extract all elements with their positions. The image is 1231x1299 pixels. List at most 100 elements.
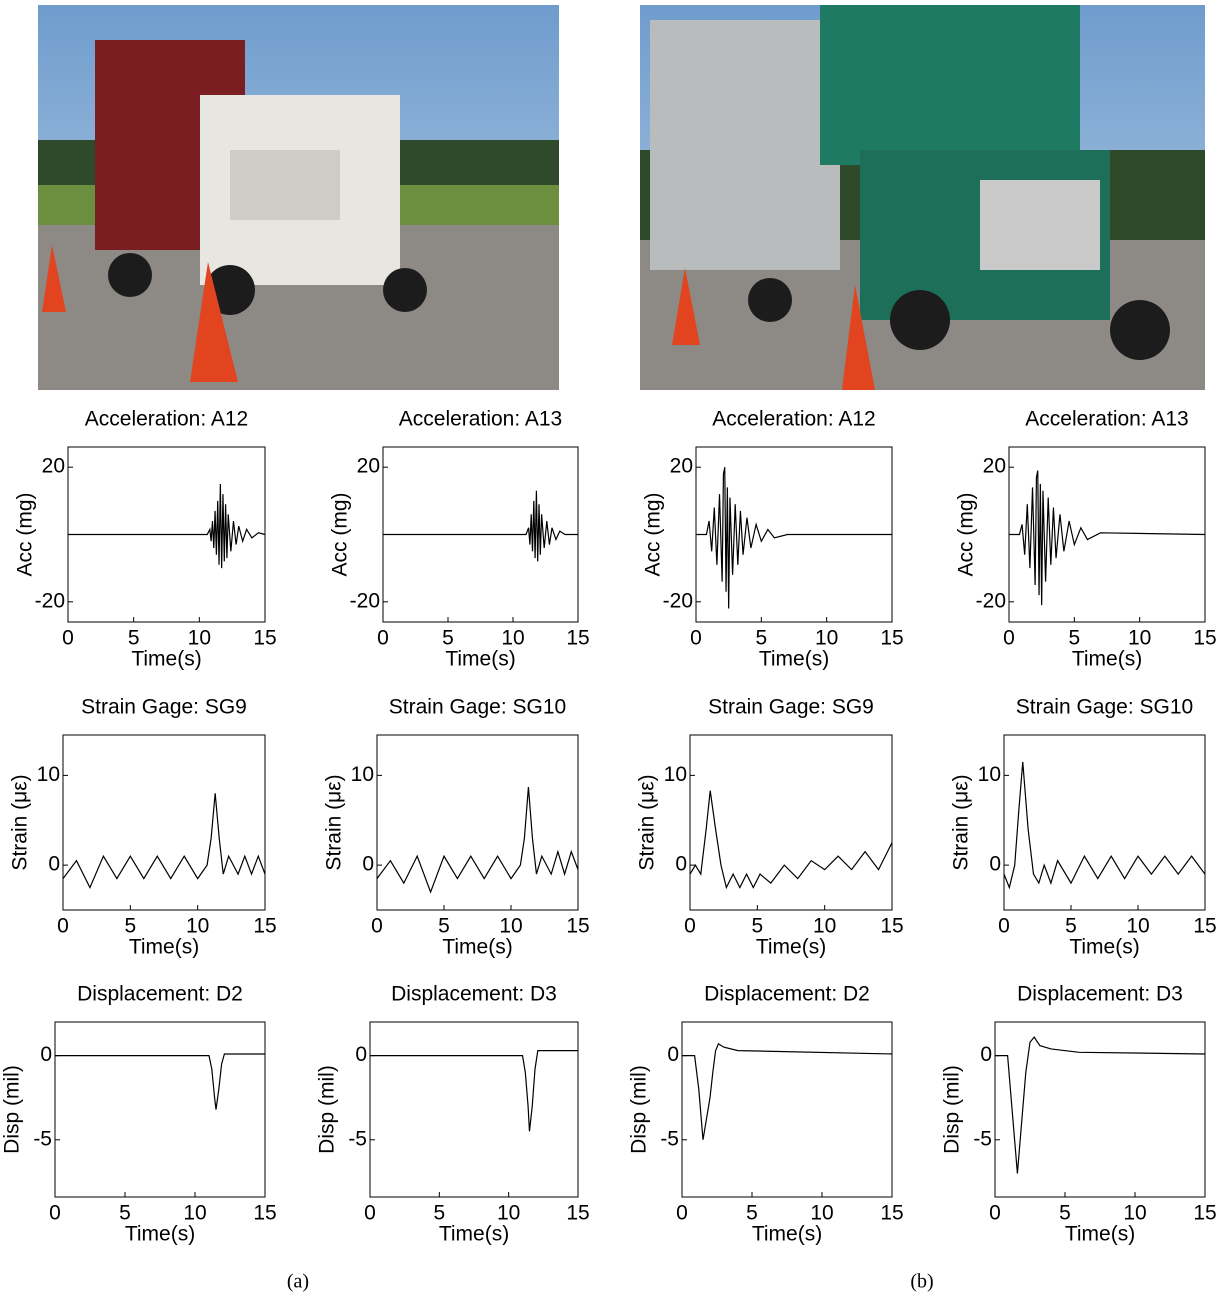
y-tick-label: -20 [350,589,380,612]
x-tick-label: 15 [566,915,589,938]
y-axis-label: Disp (mil) [941,1065,964,1154]
x-tick-label: 10 [183,1202,206,1225]
x-axis-label: Time(s) [125,1223,195,1246]
y-axis-label: Strain (με) [950,774,973,870]
x-tick-label: 10 [1128,627,1151,650]
y-axis-label: Acc (mg) [14,493,37,577]
y-tick-label: 0 [40,1043,52,1066]
x-tick-label: 0 [989,1202,1001,1225]
x-axis-label: Time(s) [129,936,199,959]
y-tick-label: -5 [33,1127,52,1150]
x-axis-label: Time(s) [131,648,201,671]
x-tick-label: 10 [813,915,836,938]
x-tick-label: 10 [1123,1202,1146,1225]
x-tick-label: 10 [499,915,522,938]
x-tick-label: 15 [566,1202,589,1225]
y-tick-label: 10 [664,763,687,786]
x-tick-label: 5 [746,1202,758,1225]
y-axis-label: Disp (mil) [316,1065,339,1154]
x-tick-label: 0 [49,1202,61,1225]
x-tick-label: 0 [57,915,69,938]
x-tick-label: 5 [751,915,763,938]
x-tick-label: 15 [1193,1202,1216,1225]
x-tick-label: 0 [676,1202,688,1225]
chart-title: Displacement: D3 [391,983,557,1006]
plot-frame [63,735,265,910]
x-axis-label: Time(s) [442,936,512,959]
y-axis-label: Strain (με) [323,774,346,870]
x-tick-label: 5 [438,915,450,938]
plot-frame [55,1022,265,1197]
plot-frame [682,1022,892,1197]
plot-frame [690,735,892,910]
y-tick-label: 0 [980,1043,992,1066]
y-axis-label: Acc (mg) [955,493,978,577]
chart-title: Displacement: D2 [77,983,243,1006]
plot-frame [995,1022,1205,1197]
y-axis-label: Disp (mil) [628,1065,651,1154]
x-tick-label: 0 [1003,627,1015,650]
chart-title: Strain Gage: SG9 [708,696,874,719]
x-tick-label: 10 [1126,915,1149,938]
x-tick-label: 5 [124,915,136,938]
chart-title: Displacement: D2 [704,983,870,1006]
x-tick-label: 5 [1065,915,1077,938]
x-tick-label: 15 [880,915,903,938]
plot-frame [370,1022,578,1197]
chart-title: Acceleration: A12 [85,408,248,431]
chart-title: Acceleration: A12 [712,408,875,431]
y-tick-label: -5 [660,1127,679,1150]
x-axis-label: Time(s) [439,1223,509,1246]
figure: (a) (b) Acceleration: A12Time(s)Acc (mg)… [0,0,1231,1299]
y-axis-label: Strain (με) [636,774,659,870]
x-tick-label: 15 [253,627,276,650]
x-axis-label: Time(s) [759,648,829,671]
x-tick-label: 15 [253,915,276,938]
x-tick-label: 10 [497,1202,520,1225]
chart-title: Acceleration: A13 [399,408,562,431]
chart-title: Acceleration: A13 [1025,408,1188,431]
photo-b [640,5,1205,390]
x-tick-label: 0 [998,915,1010,938]
y-axis-label: Disp (mil) [1,1065,24,1154]
x-axis-label: Time(s) [756,936,826,959]
y-tick-label: 20 [42,455,65,478]
chart-title: Strain Gage: SG9 [81,696,247,719]
y-tick-label: -20 [35,589,65,612]
x-tick-label: 5 [1068,627,1080,650]
x-axis-label: Time(s) [1072,648,1142,671]
plot-frame [1004,735,1205,910]
x-tick-label: 0 [690,627,702,650]
y-tick-label: 10 [978,763,1001,786]
x-tick-label: 15 [1193,915,1216,938]
y-tick-label: 0 [355,1043,367,1066]
y-tick-label: -5 [348,1127,367,1150]
photo-a [38,5,559,390]
x-tick-label: 5 [755,627,767,650]
x-tick-label: 0 [377,627,389,650]
y-tick-label: -5 [973,1127,992,1150]
y-tick-label: 0 [667,1043,679,1066]
x-tick-label: 5 [1059,1202,1071,1225]
y-tick-label: 20 [670,455,693,478]
x-tick-label: 0 [364,1202,376,1225]
x-tick-label: 0 [62,627,74,650]
x-tick-label: 15 [253,1202,276,1225]
y-axis-label: Acc (mg) [642,493,665,577]
x-tick-label: 10 [501,627,524,650]
x-tick-label: 15 [880,627,903,650]
y-tick-label: -20 [663,589,693,612]
x-tick-label: 5 [119,1202,131,1225]
y-tick-label: 20 [357,455,380,478]
x-tick-label: 15 [880,1202,903,1225]
y-tick-label: 0 [675,853,687,876]
y-tick-label: 10 [37,763,60,786]
y-tick-label: 10 [351,763,374,786]
chart-title: Displacement: D3 [1017,983,1183,1006]
x-tick-label: 0 [684,915,696,938]
caption: (b) [910,1271,933,1293]
x-axis-label: Time(s) [445,648,515,671]
y-axis-label: Strain (με) [9,774,32,870]
x-axis-label: Time(s) [1065,1223,1135,1246]
x-tick-label: 5 [128,627,140,650]
